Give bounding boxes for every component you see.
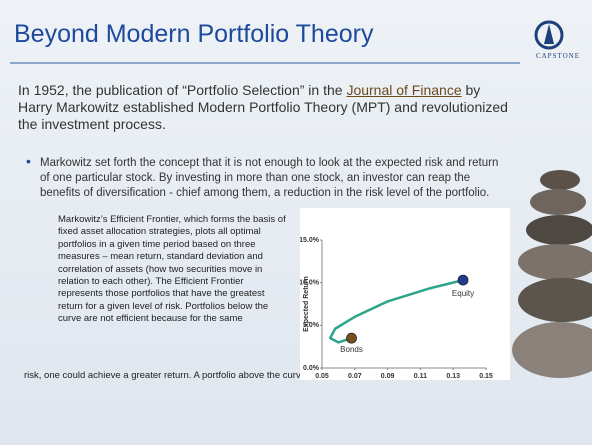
intro-text: In 1952, the publication of “Portfolio S…: [18, 82, 346, 98]
title-rule: [10, 62, 520, 64]
x-tick-label: 0.07: [348, 373, 362, 380]
x-tick-label: 0.15: [479, 373, 493, 380]
logo-icon: [532, 20, 566, 50]
frontier-text: Markowitz’s Efficient Frontier, which fo…: [58, 214, 290, 326]
x-tick-label: 0.05: [315, 373, 329, 380]
slide: CAPSTONE Beyond Modern Portfolio Theory …: [0, 0, 592, 445]
journal-link: Journal of Finance: [346, 82, 461, 98]
stones: [500, 160, 592, 440]
point: [347, 333, 357, 343]
intro: In 1952, the publication of “Portfolio S…: [18, 82, 508, 133]
point: [458, 275, 468, 285]
bullet-text: Markowitz set forth the concept that it …: [40, 156, 502, 201]
point-label: Equity: [452, 289, 474, 298]
point-label: Bonds: [340, 345, 363, 354]
x-tick-label: 0.09: [381, 373, 395, 380]
y-axis-label: Expected Return: [303, 276, 310, 332]
y-tick-label: 0.0%: [303, 365, 320, 372]
y-tick-label: 15.0%: [300, 237, 320, 244]
slide-title: Beyond Modern Portfolio Theory: [14, 20, 373, 49]
logo: CAPSTONE: [536, 52, 580, 60]
bullet-dot: •: [26, 153, 31, 169]
x-tick-label: 0.13: [446, 373, 460, 380]
x-tick-label: 0.11: [414, 373, 427, 380]
